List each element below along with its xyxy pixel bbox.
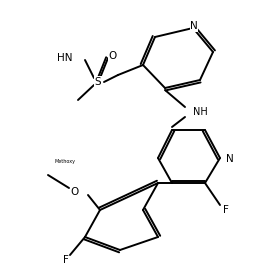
Text: F: F xyxy=(222,205,228,215)
Text: S: S xyxy=(94,77,101,87)
Text: F: F xyxy=(63,255,69,265)
Text: O: O xyxy=(108,51,117,61)
Text: N: N xyxy=(225,154,233,164)
Text: Methoxy: Methoxy xyxy=(54,159,75,165)
Text: O: O xyxy=(71,187,79,197)
Text: HN: HN xyxy=(57,53,73,63)
Text: NH: NH xyxy=(192,107,207,117)
Text: N: N xyxy=(189,21,197,31)
